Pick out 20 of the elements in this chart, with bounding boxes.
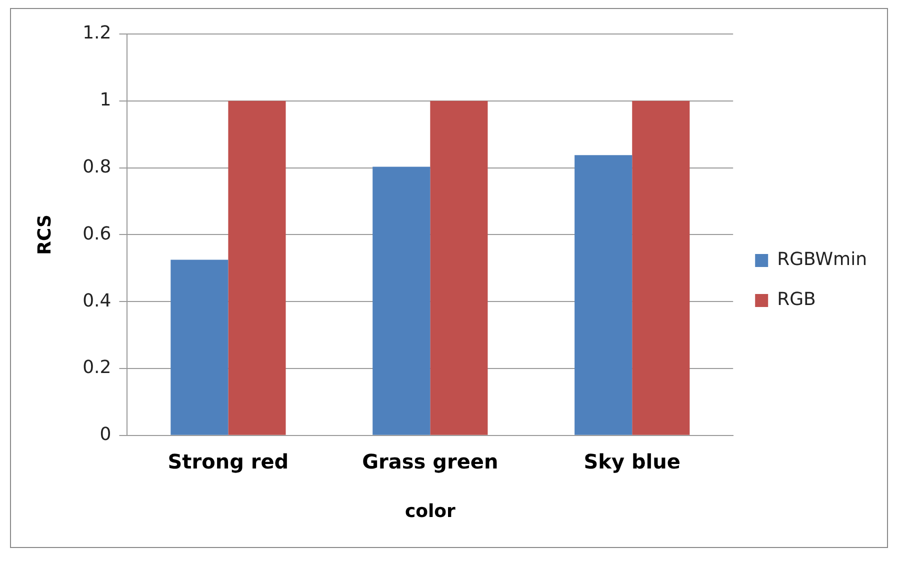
y-tick-label: 0.6 [82, 223, 112, 244]
y-tick-label: 1 [100, 90, 112, 111]
legend-label: RGB [777, 289, 816, 310]
bar [430, 100, 488, 435]
x-tick-label: Strong red [168, 450, 289, 474]
x-axis-title: color [404, 500, 456, 522]
y-tick-label: 0.8 [82, 156, 112, 178]
x-tick-label: Sky blue [584, 450, 680, 474]
bar [170, 260, 228, 435]
bar [372, 166, 430, 435]
y-tick-label: 1.2 [82, 22, 112, 44]
y-tick-label: 0.2 [82, 357, 112, 378]
bar [632, 100, 690, 435]
x-tick-label: Grass green [362, 450, 498, 474]
y-tick-label: 0.4 [82, 290, 112, 312]
bar [574, 155, 632, 435]
y-tick-label: 0 [100, 424, 112, 446]
legend-label: RGBWmin [777, 249, 868, 270]
y-axis-title: RCS [34, 214, 56, 255]
bar [228, 100, 286, 435]
